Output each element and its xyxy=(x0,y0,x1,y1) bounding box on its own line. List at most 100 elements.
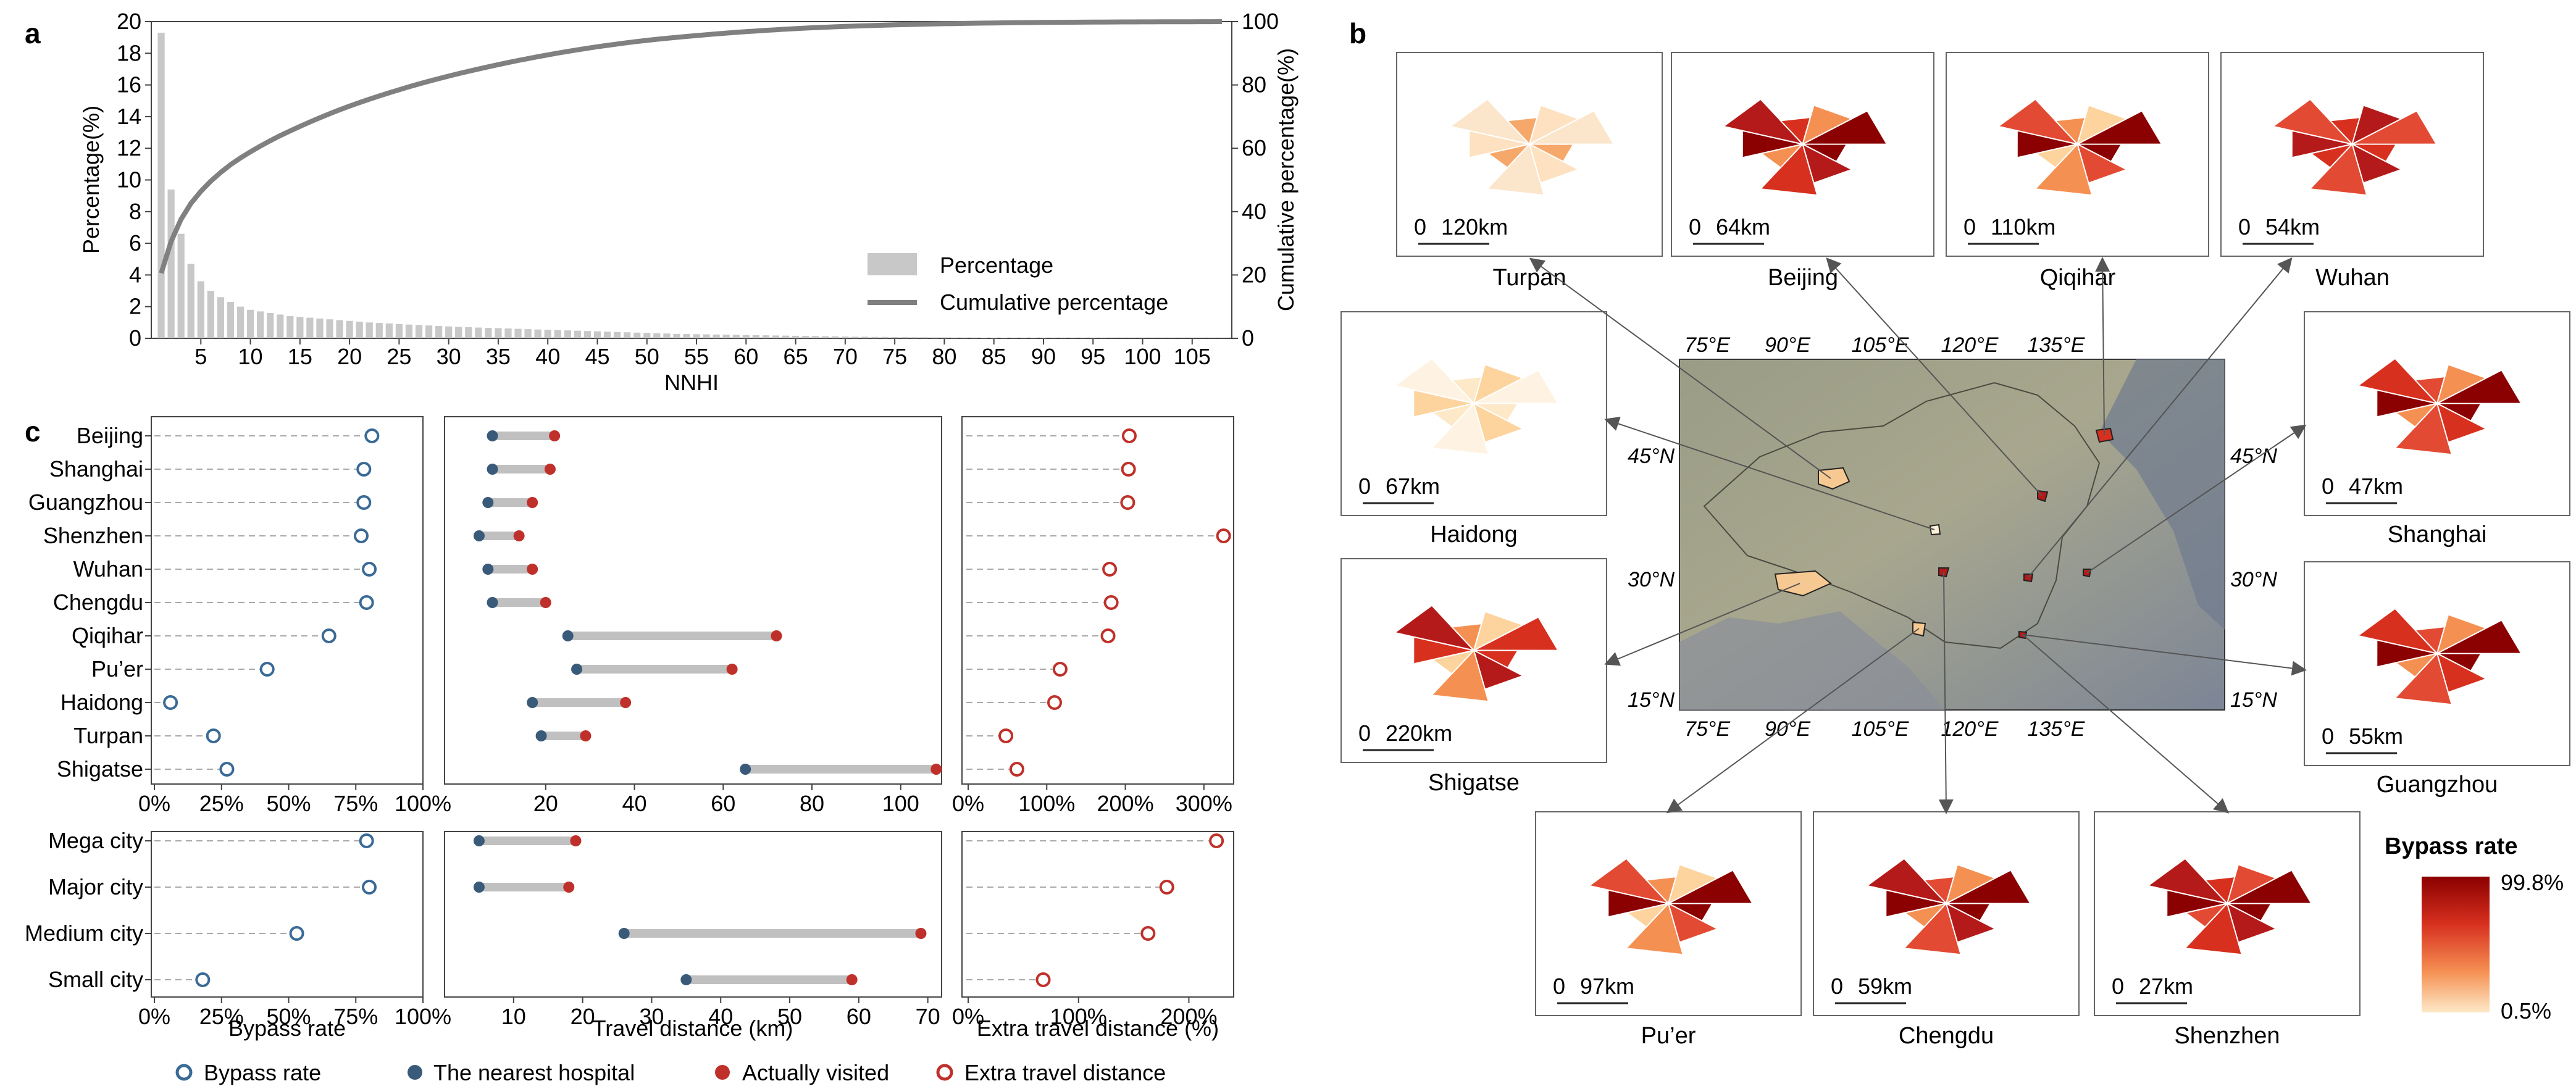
inset-city-name: Shanghai xyxy=(2388,522,2487,548)
x-tick-label: 60 xyxy=(711,791,735,816)
bar xyxy=(277,314,284,338)
x-tick-label: 75 xyxy=(882,344,907,369)
district-polygon xyxy=(2077,110,2163,145)
extra-distance-marker xyxy=(1103,595,1119,610)
panel-letter-a: a xyxy=(25,17,41,49)
y-tick-label: 14 xyxy=(117,104,141,129)
extra-distance-marker xyxy=(1121,428,1137,443)
actually-visited-marker xyxy=(549,430,561,441)
actually-visited-marker xyxy=(620,697,632,708)
c-extra-bottom-frame xyxy=(961,831,1234,998)
legend-bypass-label: Bypass rate xyxy=(204,1060,321,1085)
city-label: Guangzhou xyxy=(28,490,143,515)
scale-zero: 0 xyxy=(2112,974,2124,999)
lon-label-bottom: 75°E xyxy=(1684,717,1730,741)
district-polygon xyxy=(1473,369,1560,404)
connector-arrow xyxy=(1938,572,1954,814)
map-qiqihar xyxy=(2095,427,2114,443)
scale-label: 27km xyxy=(2139,974,2193,999)
inset-map: 0 64km Beijing xyxy=(1671,52,1934,291)
scale-label: 55km xyxy=(2349,724,2403,749)
map-shigatse xyxy=(1774,570,1832,597)
district-polygon xyxy=(2227,869,2313,904)
scale-zero: 0 xyxy=(2238,214,2251,240)
bar xyxy=(207,291,214,338)
district-polygon xyxy=(2436,619,2523,654)
bar xyxy=(782,335,790,338)
connector-arrow xyxy=(2028,257,2293,578)
bar xyxy=(901,336,908,338)
city-type-label: Medium city xyxy=(25,920,143,946)
x-tick-label: 0% xyxy=(952,1004,984,1029)
scale-zero: 0 xyxy=(1553,974,1565,999)
actually-visited-marker xyxy=(570,835,582,846)
x-tick-label: 0% xyxy=(138,1004,170,1029)
lat-label-right: 15°N xyxy=(2230,688,2277,712)
inset-city-name: Wuhan xyxy=(2315,265,2390,291)
x-tick-label: 50 xyxy=(777,1004,802,1029)
y-tick-label: 8 xyxy=(129,199,141,224)
scale-label: 120km xyxy=(1441,214,1508,240)
legend-bar-label: Percentage xyxy=(940,252,1053,278)
x-tick-label: 100% xyxy=(1018,791,1075,816)
bar xyxy=(326,319,333,338)
city-label: Pu’er xyxy=(91,656,143,682)
x-tick-label: 25% xyxy=(199,791,244,816)
lat-label-right: 30°N xyxy=(2230,568,2277,591)
x-tick-label: 55 xyxy=(684,344,709,369)
bar xyxy=(316,318,324,338)
bypass-rate-marker xyxy=(289,926,304,941)
bar xyxy=(267,312,274,338)
extra-distance-marker xyxy=(1052,662,1068,677)
x-tick-label: 25% xyxy=(199,1004,244,1029)
connector-arrow xyxy=(1529,257,1831,479)
colorbar-title: Bypass rate xyxy=(2385,833,2517,859)
bar xyxy=(475,327,482,338)
actually-visited-marker xyxy=(771,630,782,641)
actually-visited-marker xyxy=(580,730,592,741)
city-label: Wuhan xyxy=(73,556,143,582)
actually-visited-marker xyxy=(513,530,525,541)
lon-label-top: 75°E xyxy=(1684,333,1730,357)
y-tick-label: 2 xyxy=(129,294,141,319)
x-tick-label: 70 xyxy=(916,1004,940,1029)
bar xyxy=(435,325,443,338)
bar xyxy=(534,329,542,338)
inset-city-name: Shenzhen xyxy=(2174,1023,2280,1049)
legend-visited-label: Actually visited xyxy=(742,1060,889,1085)
bar xyxy=(157,32,165,339)
x-tick-label: 40 xyxy=(708,1004,733,1029)
bypass-rate-marker xyxy=(359,595,374,610)
bar xyxy=(921,337,928,338)
sea-region xyxy=(1679,611,1945,710)
x-tick-label: 60 xyxy=(734,344,758,369)
x-tick-label: 30 xyxy=(639,1004,664,1029)
extra-distance-marker xyxy=(1120,495,1135,510)
y-tick-label: 16 xyxy=(117,72,141,98)
bar xyxy=(286,316,294,338)
inset-map: 0 55km Guangzhou xyxy=(2304,561,2570,798)
actually-visited-marker xyxy=(540,597,551,608)
x-tick-label: 300% xyxy=(1176,791,1232,816)
inset-map: 0 120km Turpan xyxy=(1396,52,1663,291)
actually-visited-marker xyxy=(930,764,942,775)
bar xyxy=(544,330,551,338)
bypass-rate-marker xyxy=(321,628,337,643)
nearest-hospital-marker xyxy=(482,564,494,575)
y-tick-label: 18 xyxy=(117,40,141,65)
legend-bypass-marker xyxy=(175,1064,193,1081)
inset-map: 0 54km Wuhan xyxy=(2220,52,2484,291)
scale-zero: 0 xyxy=(2322,724,2334,749)
y-tick-label: 20 xyxy=(117,9,141,34)
bar xyxy=(177,233,185,338)
x-tick-label: 5 xyxy=(194,344,207,369)
bar xyxy=(861,336,869,338)
bar xyxy=(891,336,898,338)
lon-label-top: 120°E xyxy=(1941,333,1998,357)
bar xyxy=(167,189,175,338)
bar xyxy=(246,309,254,338)
scale-label: 67km xyxy=(1386,474,1440,499)
y2-tick-label: 80 xyxy=(1242,72,1266,98)
bar xyxy=(514,328,522,338)
